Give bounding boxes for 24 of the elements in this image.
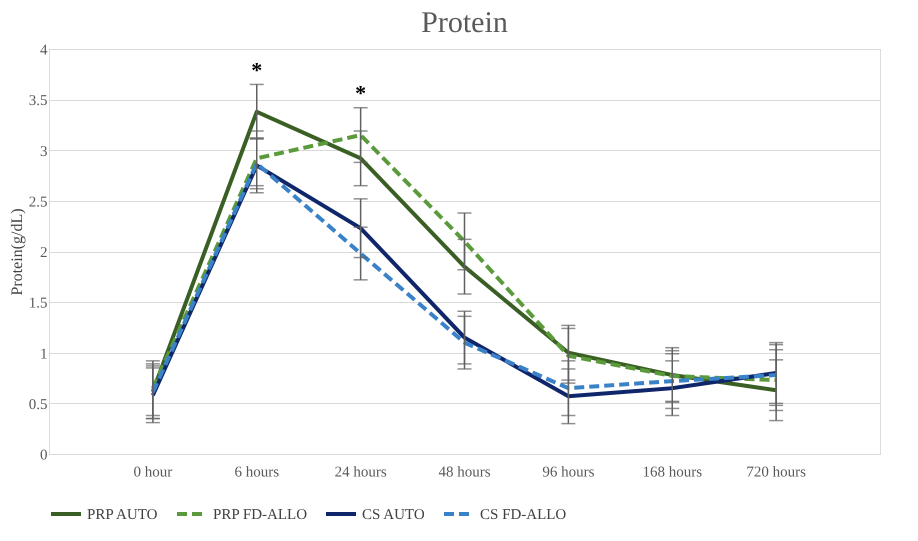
y-axis-title: Protein(g/dL) xyxy=(8,208,26,296)
legend-label: CS AUTO xyxy=(362,507,425,523)
annotation: * xyxy=(251,57,262,82)
y-tick-label: 4 xyxy=(40,42,48,58)
y-tick-label: 2 xyxy=(40,245,48,261)
y-tick-label: 1.5 xyxy=(28,296,48,312)
x-tick-label: 6 hours xyxy=(234,464,280,480)
y-tick-label: 3 xyxy=(40,144,48,160)
y-tick-label: 1 xyxy=(40,346,48,362)
y-tick-label: 3.5 xyxy=(28,93,48,110)
x-tick-label: 168 hours xyxy=(642,464,702,480)
chart-title: Protein xyxy=(421,6,508,39)
x-tick-label: 24 hours xyxy=(334,464,387,480)
x-tick-label: 0 hour xyxy=(134,464,172,480)
y-tick-label: 0 xyxy=(40,448,48,464)
y-tick-label: 2.5 xyxy=(28,194,48,210)
annotation: * xyxy=(355,80,366,106)
y-tick-label: 0.5 xyxy=(28,396,48,413)
legend-label: PRP FD-ALLO xyxy=(213,507,308,523)
x-tick-label: 96 hours xyxy=(542,464,595,480)
x-tick-label: 720 hours xyxy=(746,464,806,480)
legend-label: PRP AUTO xyxy=(87,507,158,523)
x-tick-label: 48 hours xyxy=(438,464,491,480)
legend-label: CS FD-ALLO xyxy=(480,507,566,523)
